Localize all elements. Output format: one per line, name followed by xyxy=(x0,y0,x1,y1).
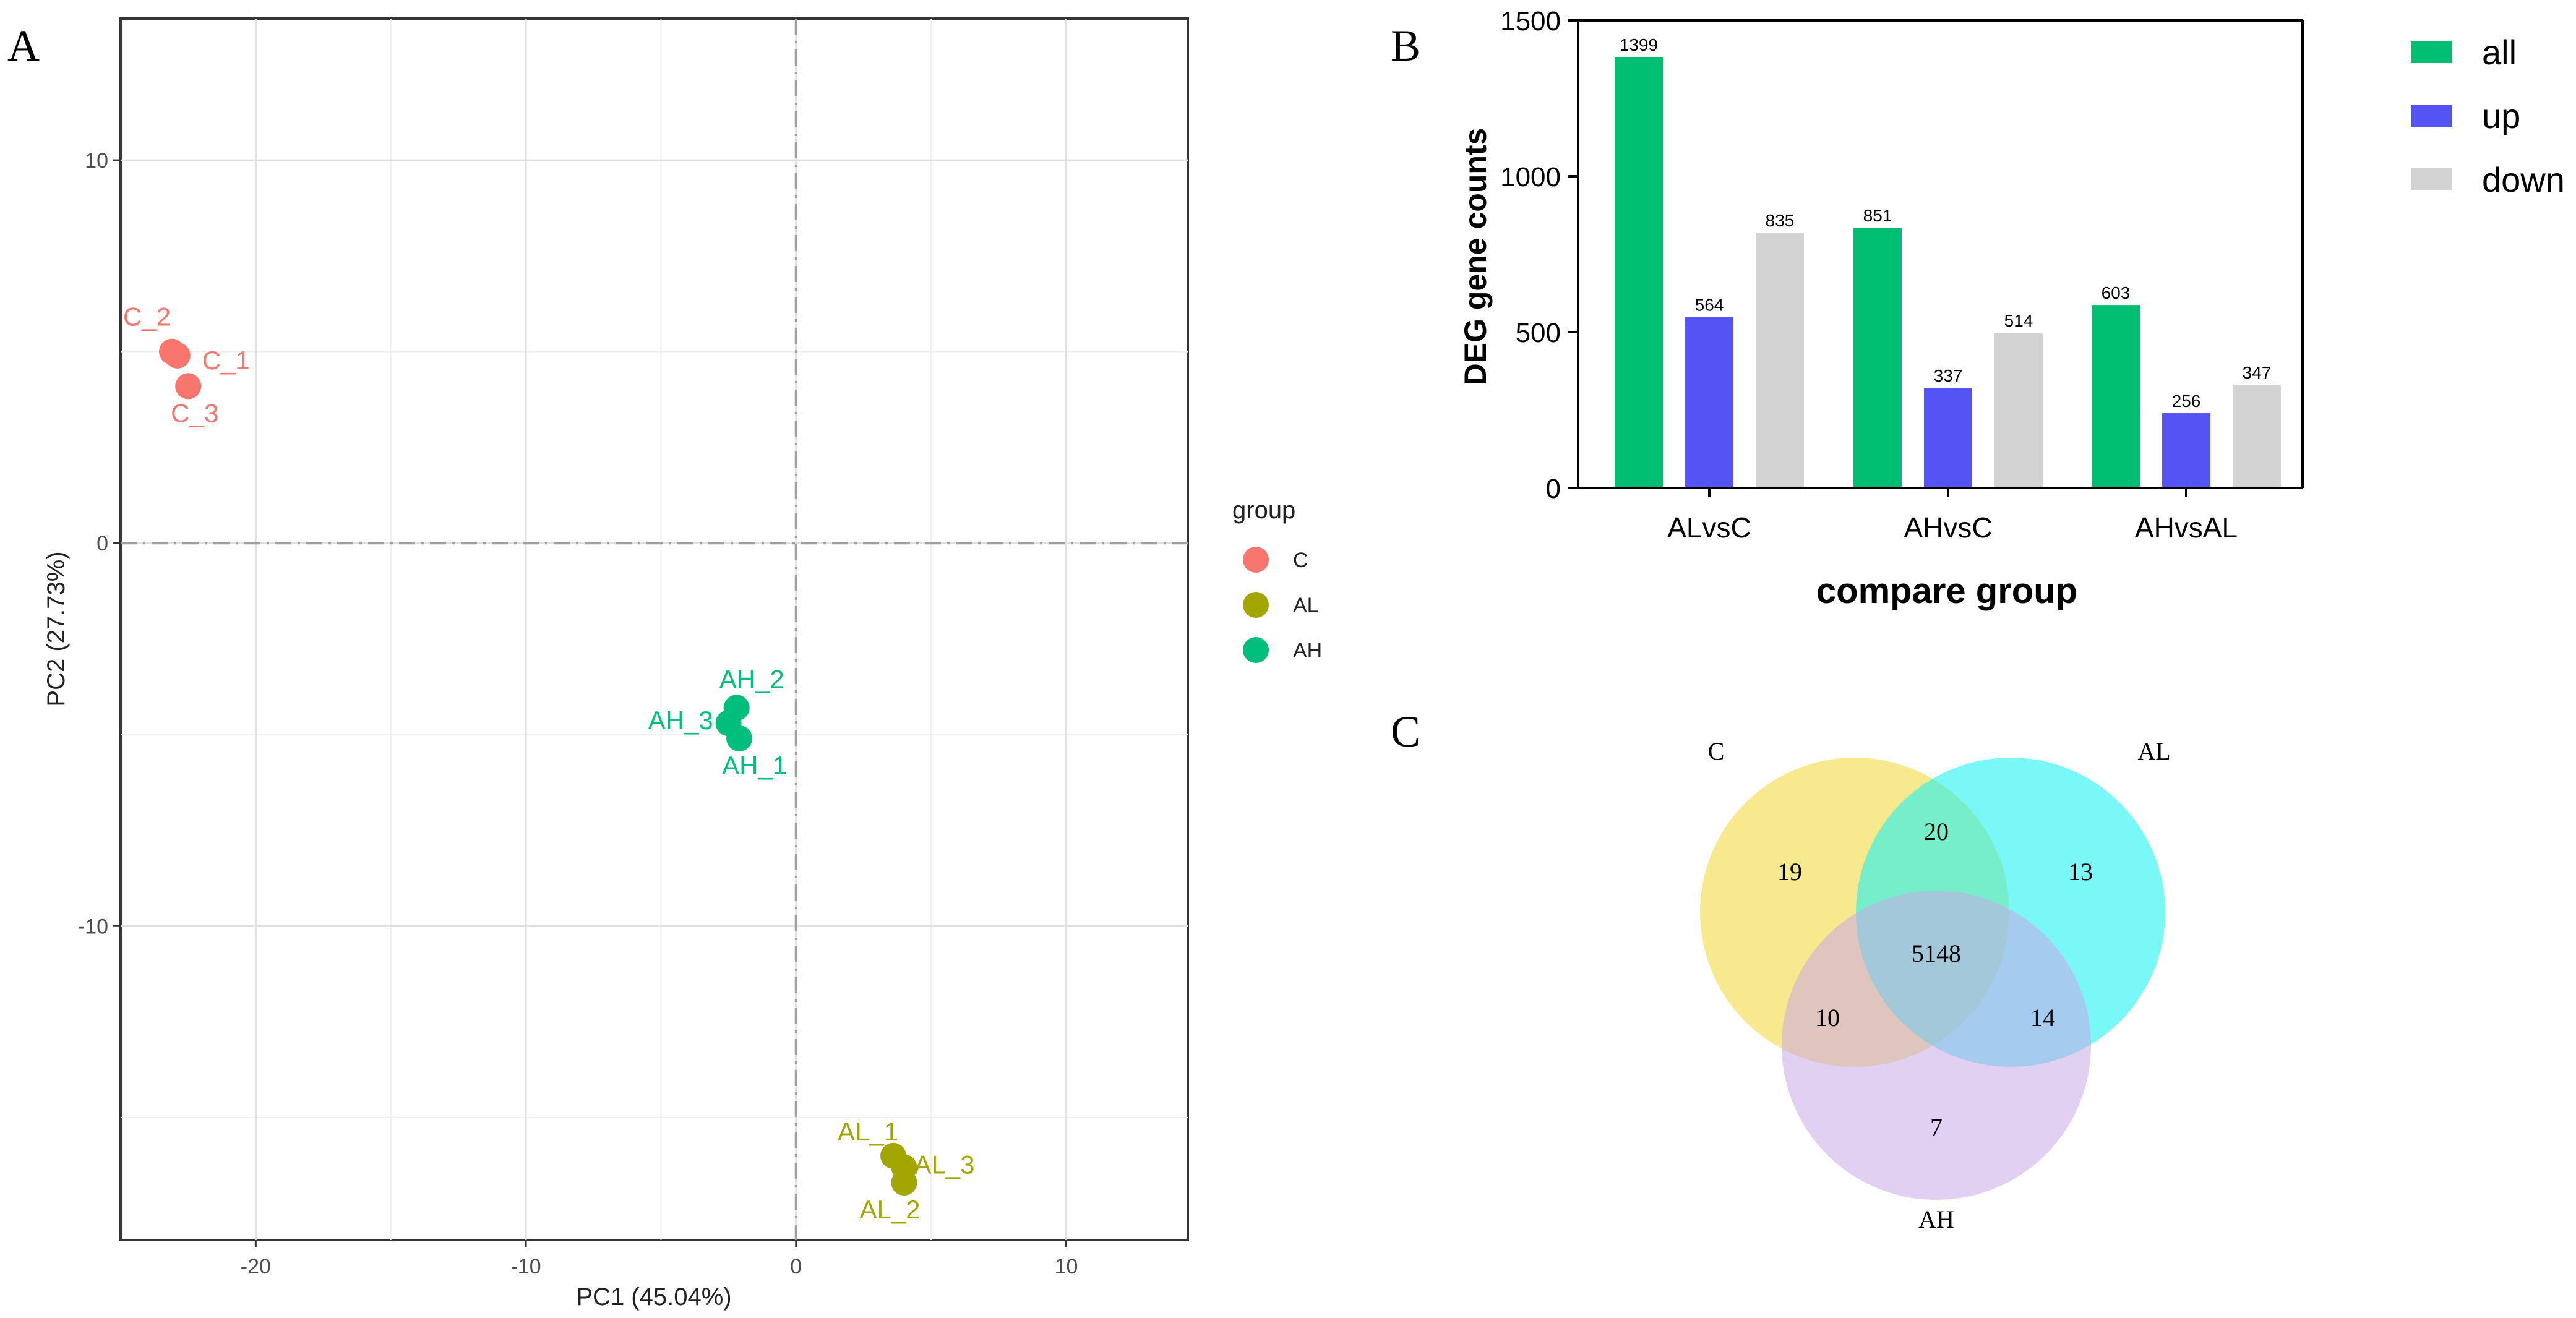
bar-value-label: 347 xyxy=(2243,363,2272,382)
pca-point-label: AH_2 xyxy=(719,664,784,693)
pca-legend: C AL AH xyxy=(1243,547,1322,663)
pca-point-c-2 xyxy=(158,338,185,365)
venn-region-ah-only: 7 xyxy=(1930,1113,1943,1141)
pca-y-tick-label: 10 xyxy=(85,149,108,173)
pca-point-c-3 xyxy=(175,373,202,400)
pca-legend-label-ah: AH xyxy=(1293,639,1322,662)
pca-y-tick-label: 0 xyxy=(97,532,108,555)
deg-x-tick-label: AHvsC xyxy=(1904,511,1992,544)
venn-set-label-ah: AH xyxy=(1918,1205,1954,1233)
deg-legend-swatch-down xyxy=(2411,168,2452,190)
pca-y-axis-title: PC2 (27.73%) xyxy=(43,551,70,706)
pca-point-label: AH_3 xyxy=(648,706,713,735)
venn-region-all: 5148 xyxy=(1912,939,1961,967)
bar-ahvsc-up xyxy=(1924,388,1972,488)
pca-x-tick-label: -20 xyxy=(241,1255,271,1278)
venn-diagram: C AL AH 19 13 7 20 10 14 5148 xyxy=(1700,737,2171,1233)
pca-legend-marker-al xyxy=(1243,592,1269,618)
bar-value-label: 835 xyxy=(1766,211,1795,230)
deg-legend-label-up: up xyxy=(2482,96,2520,135)
deg-x-tick-label: AHvsAL xyxy=(2135,511,2238,544)
bar-ahvsc-down xyxy=(1994,333,2043,488)
deg-legend-label-all: all xyxy=(2482,33,2517,72)
bar-ahvsal-down xyxy=(2233,385,2281,488)
pca-legend-label-c: C xyxy=(1293,549,1308,572)
pca-plot: -20 -10 0 10 10 0 -10 C_1 C_2 C_3 AH_1 AH_2AH_3 AL_… xyxy=(43,17,1322,1311)
pca-legend-marker-c xyxy=(1243,547,1269,573)
pca-legend-title: group xyxy=(1232,497,1295,524)
bar-ahvsc-all xyxy=(1853,228,1902,488)
bar-ahvsal-up xyxy=(2162,413,2210,488)
venn-region-c-ah: 10 xyxy=(1815,1004,1840,1032)
panel-label-b: B xyxy=(1391,21,1420,71)
pca-point-label: AL_2 xyxy=(859,1195,920,1224)
panel-label-c: C xyxy=(1391,707,1420,756)
venn-region-c-only: 19 xyxy=(1777,858,1802,886)
venn-region-al-ah: 14 xyxy=(2030,1004,2055,1032)
pca-point-ah-3 xyxy=(715,710,742,737)
venn-region-c-al: 20 xyxy=(1924,818,1949,845)
deg-legend-swatch-all xyxy=(2411,41,2452,63)
bar-ahvsal-all xyxy=(2092,305,2140,488)
pca-x-axis-title: PC1 (45.04%) xyxy=(576,1283,731,1311)
deg-y-tick-label: 1000 xyxy=(1500,162,1561,192)
venn-set-label-al: AL xyxy=(2137,737,2170,765)
pca-point-label: C_2 xyxy=(123,302,171,332)
deg-legend: all up down xyxy=(2411,33,2565,199)
venn-region-al-only: 13 xyxy=(2068,858,2093,886)
deg-x-tick-label: ALvsC xyxy=(1667,511,1751,544)
bar-alvsc-all xyxy=(1615,56,1663,488)
panel-label-a: A xyxy=(7,21,40,71)
pca-legend-label-al: AL xyxy=(1293,594,1319,617)
bar-value-label: 256 xyxy=(2172,392,2201,411)
pca-point-label: AH_1 xyxy=(722,751,787,780)
pca-x-tick-label: -10 xyxy=(510,1255,541,1278)
deg-y-axis-title: DEG gene counts xyxy=(1458,128,1493,386)
bar-value-label: 851 xyxy=(1863,206,1892,225)
bar-value-label: 564 xyxy=(1695,295,1724,314)
bar-alvsc-down xyxy=(1756,233,1804,488)
pca-point-label: C_3 xyxy=(171,398,218,427)
deg-legend-swatch-up xyxy=(2411,105,2452,127)
pca-point-al-3 xyxy=(891,1154,917,1181)
deg-y-tick-label: 1500 xyxy=(1500,6,1561,36)
bar-value-label: 337 xyxy=(1934,366,1963,385)
venn-set-label-c: C xyxy=(1708,737,1725,765)
pca-x-tick-label: 0 xyxy=(790,1255,802,1278)
pca-panel-border xyxy=(119,17,1189,1241)
pca-point-label: AL_3 xyxy=(914,1150,974,1179)
deg-bar-chart: 1399 564 835 851 337 514 603 256 347 ALvsC AHvsC A… xyxy=(1458,6,2565,611)
pca-legend-marker-ah xyxy=(1243,637,1269,663)
pca-point-label: C_1 xyxy=(202,346,250,375)
deg-legend-label-down: down xyxy=(2482,160,2565,199)
deg-y-tick-label: 0 xyxy=(1546,474,1561,504)
deg-x-axis-title: compare group xyxy=(1816,571,2077,611)
pca-y-tick-label: -10 xyxy=(78,915,108,938)
bar-value-label: 603 xyxy=(2102,283,2131,302)
bar-alvsc-up xyxy=(1685,317,1733,488)
bar-value-label: 514 xyxy=(2004,311,2033,330)
pca-x-tick-label: 10 xyxy=(1055,1255,1078,1278)
venn-circle-ah xyxy=(1782,891,2091,1200)
deg-y-tick-label: 500 xyxy=(1516,318,1561,348)
bar-value-label: 1399 xyxy=(1620,35,1658,54)
pca-point-label: AL_1 xyxy=(838,1117,898,1146)
